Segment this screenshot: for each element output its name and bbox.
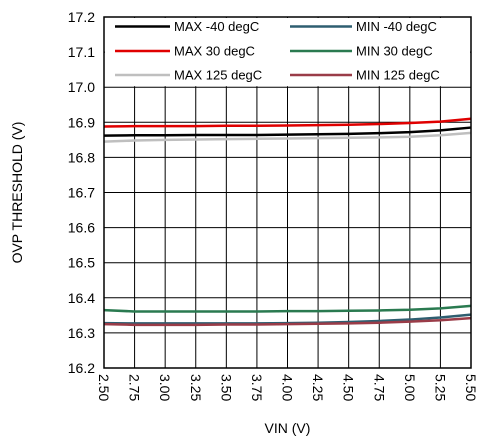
y-tick-label: 16.4 [68,290,95,306]
x-tick-label: 5.00 [402,374,418,401]
series-line-min-125-degc [103,316,472,327]
legend-label: MIN 125 degC [356,68,440,83]
y-tick-label: 16.9 [68,114,95,130]
y-tick-label: 16.2 [68,360,95,376]
y-tick-label: 16.5 [68,255,95,271]
x-axis-title: VIN (V) [265,420,311,436]
series-line-max-125-degc [103,131,472,143]
y-tick-label: 16.6 [68,220,95,236]
x-tick-label: 4.25 [310,374,326,401]
plot-frame [103,16,472,369]
legend-label: MAX 125 degC [174,68,262,83]
x-tick-label: 3.25 [188,374,204,401]
x-tick-label: 3.00 [157,374,173,401]
y-tick-labels: 16.2 16.3 16.4 16.5 16.6 16.7 16.8 16.9 17.0 17.1… [68,9,95,376]
x-tick-label: 5.25 [432,374,448,401]
y-tick-label: 16.3 [68,325,95,341]
x-tick-label: 2.50 [96,374,112,401]
x-tick-label: 4.50 [341,374,357,401]
y-tick-label: 17.1 [68,44,95,60]
series-line-max-30-degc [103,117,472,128]
x-tick-label: 2.75 [127,374,143,401]
x-tick-label: 3.50 [218,374,234,401]
x-tick-labels: 2.50 2.75 3.00 3.25 3.50 3.75 4.00 4.25 4.50 4.75… [96,374,479,401]
y-axis-title: OVP THRESHOLD (V) [9,122,25,264]
y-tick-label: 17.0 [68,79,95,95]
legend-label: MAX -40 degC [174,19,259,34]
legend-label: MIN 30 degC [356,44,433,59]
series-line-max-40-degc [103,126,472,137]
x-tick-label: 4.00 [280,374,296,401]
legend-label: MAX 30 degC [174,44,255,59]
series-lines [103,117,472,327]
x-tick-label: 4.75 [371,374,387,401]
legend-label: MIN -40 degC [356,19,437,34]
y-tick-label: 17.2 [68,9,95,25]
x-tick-label: 3.75 [249,374,265,401]
y-tick-label: 16.8 [68,149,95,165]
series-line-min-30-degc [103,304,472,313]
y-tick-label: 16.7 [68,185,95,201]
legend: MAX -40 degC MAX 30 degC MAX 125 degC MIN -… [105,18,470,87]
x-tick-label: 5.50 [463,374,479,401]
